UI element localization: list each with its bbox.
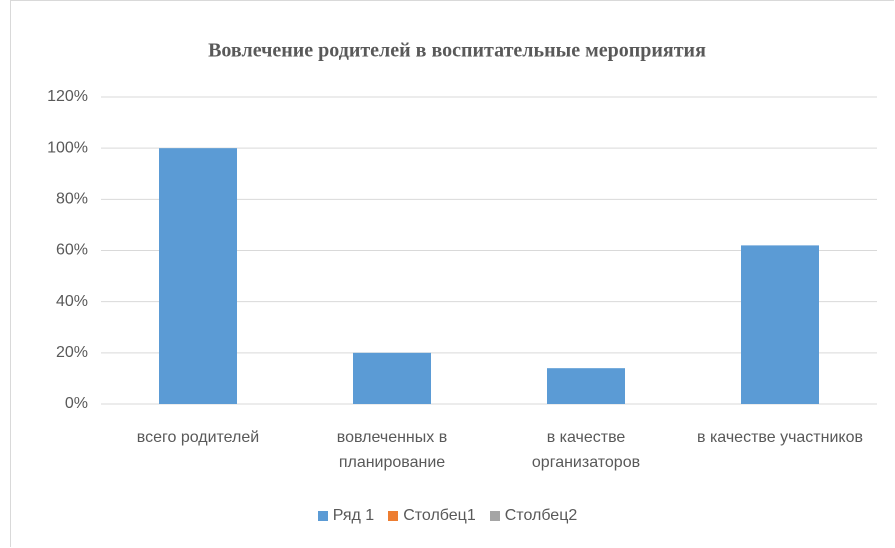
x-tick-label: всего родителей bbox=[136, 429, 260, 446]
bar bbox=[741, 245, 819, 404]
bar bbox=[159, 148, 237, 404]
x-tick-label: в качестве участников bbox=[697, 429, 863, 446]
y-tick-label: 80% bbox=[56, 191, 88, 208]
bar bbox=[353, 352, 431, 404]
bar bbox=[547, 368, 625, 404]
legend-swatch bbox=[388, 511, 399, 521]
legend-label: Ряд 1 bbox=[332, 507, 375, 524]
legend-item: Ряд 1 bbox=[317, 507, 375, 525]
y-tick-label: 60% bbox=[56, 242, 88, 259]
legend: Ряд 1 Столбец1 Столбец2 bbox=[0, 507, 895, 525]
chart-title: Вовлечение родителей в воспитательные ме… bbox=[208, 40, 706, 62]
legend-swatch bbox=[489, 511, 500, 521]
x-tick-label: в качестве организаторов bbox=[531, 429, 641, 471]
y-tick-label: 100% bbox=[47, 139, 88, 156]
legend-item: Столбец2 bbox=[489, 507, 578, 525]
chart-border bbox=[10, 0, 894, 547]
y-tick-label: 20% bbox=[56, 344, 88, 361]
y-tick-label: 40% bbox=[56, 293, 88, 310]
legend-label: Столбец1 bbox=[403, 507, 476, 524]
y-tick-label: 120% bbox=[47, 88, 88, 105]
x-tick-label: вовлеченных в планирование bbox=[336, 429, 448, 471]
y-tick-label: 0% bbox=[65, 395, 88, 412]
legend-item: Столбец1 bbox=[388, 507, 476, 525]
legend-label: Столбец2 bbox=[504, 507, 578, 524]
legend-swatch bbox=[317, 511, 328, 521]
